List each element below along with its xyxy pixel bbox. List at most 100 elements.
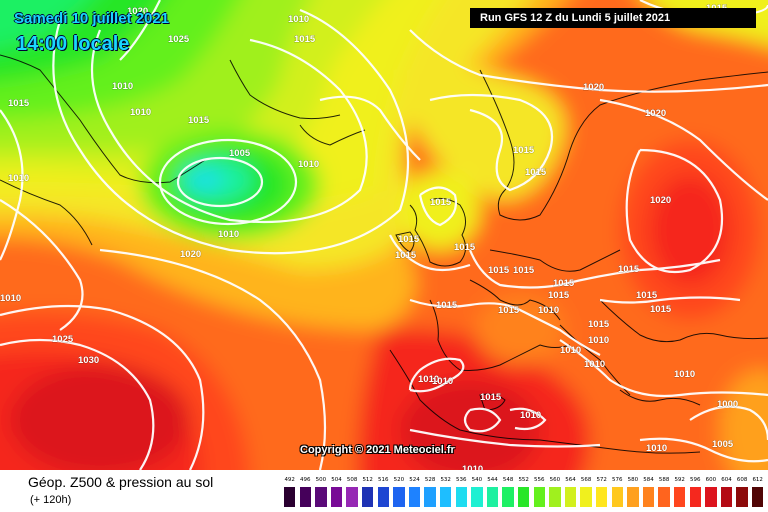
model-run-banner: Run GFS 12 Z du Lundi 5 juillet 2021 xyxy=(470,8,756,28)
legend-value-label: 552 xyxy=(518,477,529,483)
legend-value-label: 556 xyxy=(534,477,545,483)
isobar-pressure-label: 1005 xyxy=(229,148,251,159)
isobar-pressure-label: 1015 xyxy=(588,319,610,330)
legend-value-label: 532 xyxy=(440,477,451,483)
legend-value-label: 516 xyxy=(378,477,389,483)
geopotential-field xyxy=(0,0,768,470)
isobar-pressure-label: 1005 xyxy=(712,439,734,450)
isobar-pressure-label: 1000 xyxy=(717,399,738,410)
isobar-pressure-label: 1010 xyxy=(432,376,453,387)
isobar-pressure-label: 1010 xyxy=(646,443,667,454)
legend-value-label: 596 xyxy=(690,477,701,483)
legend-color-swatch xyxy=(642,487,655,507)
isobars xyxy=(0,0,768,470)
legend-value-label: 580 xyxy=(627,477,639,483)
legend-color-swatch xyxy=(705,487,717,507)
legend-color-swatch xyxy=(549,487,561,507)
legend-value-label: 592 xyxy=(674,477,685,483)
isobar-pressure-label: 1010 xyxy=(538,305,559,316)
isobar-pressure-label: 1015 xyxy=(480,392,502,403)
legend-color-swatch xyxy=(284,487,296,507)
isobar-pressure-label: 1025 xyxy=(168,34,190,45)
legend-value-label: 540 xyxy=(471,477,483,483)
legend-color-swatch xyxy=(518,487,530,507)
legend-color-swatch xyxy=(658,487,670,507)
legend-color-swatch xyxy=(580,487,592,507)
legend-value-label: 512 xyxy=(362,477,373,483)
legend-color-swatch xyxy=(674,487,686,507)
legend-color-swatch xyxy=(720,487,733,507)
geopotential-map: 1010 1015 1025 1020 1015 1010 1010 1015 1005 1010… xyxy=(0,0,768,470)
legend-value-label: 492 xyxy=(284,477,295,483)
isobar-pressure-label: 1015 xyxy=(618,264,640,275)
legend-color-swatch xyxy=(362,487,374,507)
isobar-pressure-label: 1010 xyxy=(218,229,239,240)
isobar-pressure-label: 1010 xyxy=(298,159,319,170)
map-footer: Géop. Z500 & pression au sol (+ 120h) 49… xyxy=(0,470,768,512)
isobar-pressure-label: 1015 xyxy=(398,234,420,245)
legend-color-swatch xyxy=(564,487,577,507)
copyright-notice: Copyright © 2021 Meteociel.fr xyxy=(300,444,455,456)
legend-color-swatch xyxy=(408,487,421,507)
legend-value-label: 608 xyxy=(736,477,748,483)
isobar-pressure-label: 1015 xyxy=(525,167,547,178)
legend-color-swatch xyxy=(752,487,764,507)
isobar-pressure-label: 1020 xyxy=(645,108,666,119)
legend-color-swatch xyxy=(455,487,467,507)
legend-color-swatch xyxy=(315,487,327,507)
isobar-pressure-label: 1010 xyxy=(112,81,133,92)
forecast-time: 14:00 locale xyxy=(16,33,130,55)
legend-color-swatch xyxy=(393,487,405,507)
forecast-date: Samedi 10 juillet 2021 xyxy=(14,10,170,27)
legend-value-label: 528 xyxy=(424,477,436,483)
legend-color-swatch xyxy=(689,487,701,507)
isobar-pressure-label: 1015 xyxy=(454,242,476,253)
legend-value-label: 548 xyxy=(502,477,514,483)
isobar-pressure-label: 1020 xyxy=(180,249,201,260)
isobar-pressure-label: 1010 xyxy=(130,107,151,118)
legend-value-label: 536 xyxy=(456,477,467,483)
legend-color-swatch xyxy=(611,487,623,507)
isobar-pressure-label: 1015 xyxy=(395,250,417,261)
isobar-pressure-label: 1015 xyxy=(430,197,452,208)
isobar-pressure-label: 1020 xyxy=(583,82,604,93)
legend-value-label: 544 xyxy=(487,477,498,483)
legend-value-label: 496 xyxy=(300,477,311,483)
isobar-pressure-label: 1010 xyxy=(560,345,581,356)
legend-color-swatch xyxy=(502,487,514,507)
isobar-pressure-label: 1015 xyxy=(436,300,458,311)
legend-value-label: 588 xyxy=(658,477,670,483)
legend-value-label: 576 xyxy=(612,477,623,483)
legend-value-label: 524 xyxy=(409,477,420,483)
isobar-pressure-label: 1010 xyxy=(8,173,29,184)
isobar-pressure-label: 1015 xyxy=(650,304,672,315)
legend-value-label: 572 xyxy=(596,477,607,483)
forecast-range: (+ 120h) xyxy=(30,494,72,506)
legend-value-label: 500 xyxy=(315,477,327,483)
legend-color-swatch xyxy=(736,487,748,507)
isobar-pressure-label: 1015 xyxy=(8,98,30,109)
legend-value-label: 560 xyxy=(549,477,561,483)
legend-color-swatch xyxy=(596,487,608,507)
isobar-pressure-label: 1015 xyxy=(188,115,210,126)
isobar-pressure-label: 1015 xyxy=(636,290,658,301)
isobar-pressure-label: 1030 xyxy=(78,355,99,366)
legend-color-swatch xyxy=(299,487,311,507)
legend-value-label: 504 xyxy=(331,477,342,483)
isobar-pressure-label: 1015 xyxy=(488,265,510,276)
isobar-pressure-label: 1010 xyxy=(520,410,541,421)
isobar-pressure-label: 1010 xyxy=(674,369,695,380)
isobar-pressure-label: 1020 xyxy=(127,6,148,17)
legend-color-swatch xyxy=(471,487,483,507)
legend-value-label: 564 xyxy=(565,477,576,483)
legend-color-swatch xyxy=(440,487,452,507)
legend-value-label: 604 xyxy=(721,477,732,483)
isobar-pressure-label: 1010 xyxy=(288,14,309,25)
legend-value-label: 508 xyxy=(346,477,358,483)
legend-color-swatch xyxy=(377,487,389,507)
legend-color-swatch xyxy=(486,487,499,507)
legend-value-label: 600 xyxy=(705,477,717,483)
isobar-pressure-label: 1015 xyxy=(513,265,535,276)
map-title: Géop. Z500 & pression au sol xyxy=(28,474,214,490)
